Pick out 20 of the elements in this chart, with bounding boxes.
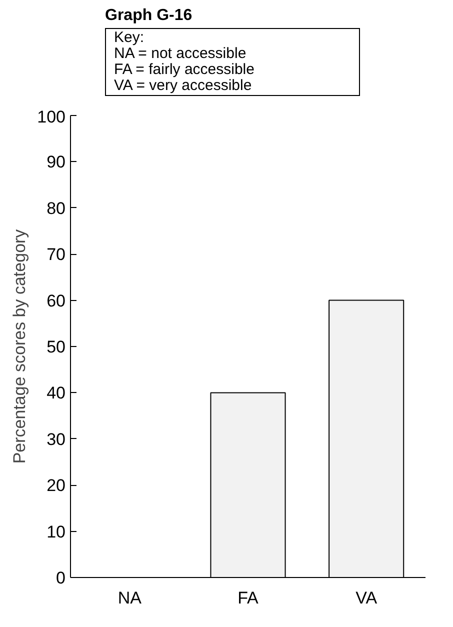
y-tick-label: 50: [46, 338, 66, 356]
y-tick-label: 40: [46, 384, 66, 403]
x-tick-label: FA: [238, 588, 260, 608]
y-tick-label: 20: [46, 476, 66, 496]
x-tick-label: NA: [118, 588, 142, 608]
x-tick-label: VA: [356, 588, 378, 608]
text: Key:: [114, 28, 144, 46]
y-tick-label: 60: [46, 291, 66, 310]
y-tick-label: 30: [46, 430, 66, 449]
y-axis-title: Percentage scores by category: [10, 228, 30, 464]
text: FA = fairly accessible: [114, 60, 254, 78]
y-tick-label: 90: [46, 152, 66, 172]
text: VA = very accessible: [114, 76, 252, 94]
y-tick-label: 70: [46, 245, 66, 264]
text: NA = not accessible: [114, 44, 246, 62]
y-tick-label: 0: [56, 568, 66, 588]
y-tick-label: 10: [46, 522, 66, 542]
chart-title: Graph G-16: [105, 6, 194, 26]
y-tick-label: 80: [46, 198, 66, 218]
y-tick-label: 100: [37, 108, 66, 126]
